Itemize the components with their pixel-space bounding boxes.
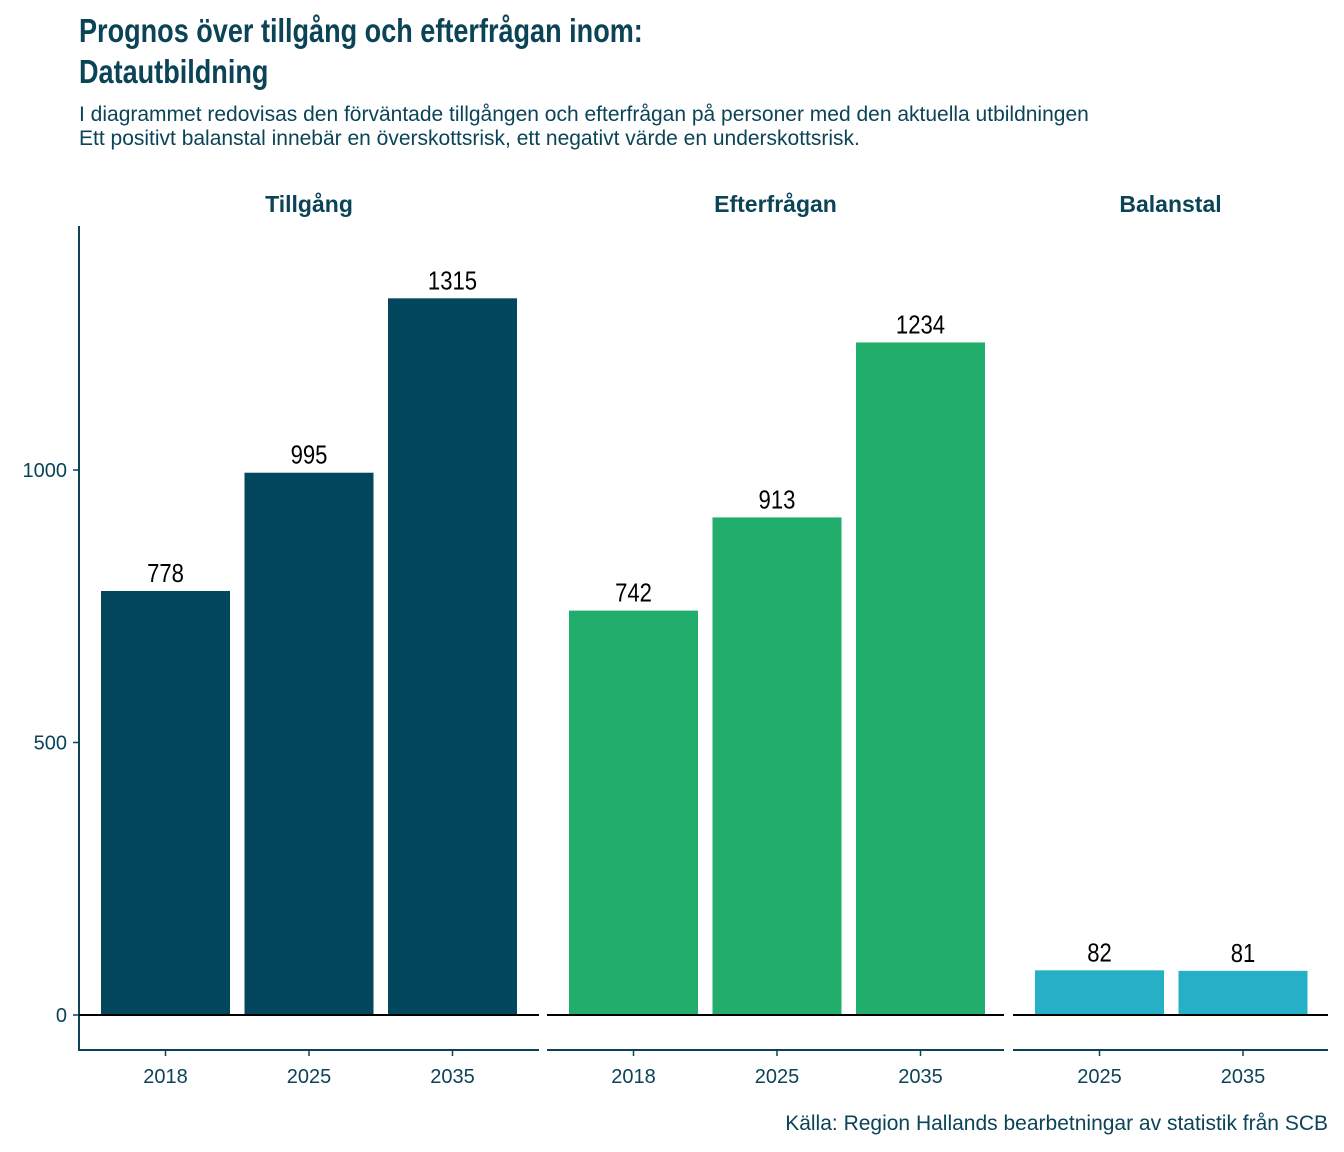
y-tick-label: 500 bbox=[34, 733, 67, 755]
bar-value-label: 1315 bbox=[428, 267, 477, 296]
bar bbox=[1178, 970, 1308, 1015]
bar-value-label: 81 bbox=[1231, 939, 1256, 968]
x-tick-label: 2035 bbox=[430, 1066, 475, 1088]
y-tick-label: 1000 bbox=[23, 460, 68, 482]
source-caption: Källa: Region Hallands bearbetningar av … bbox=[785, 1112, 1328, 1135]
title-line-1: Prognos över tillgång och efterfrågan in… bbox=[79, 12, 643, 49]
x-tick-label: 2035 bbox=[1221, 1066, 1266, 1088]
x-tick-label: 2025 bbox=[1077, 1066, 1122, 1088]
title-line-2: Datautbildning bbox=[79, 53, 269, 90]
panel-strip-label: Balanstal bbox=[1119, 191, 1221, 217]
bar-value-label: 913 bbox=[759, 486, 796, 515]
subtitle-line-2: Ett positivt balanstal innebär en översk… bbox=[79, 127, 860, 150]
chart-subtitle: I diagrammet redovisas den förväntade ti… bbox=[79, 103, 1089, 151]
bar-value-label: 995 bbox=[291, 441, 328, 470]
bar bbox=[244, 472, 374, 1016]
bar-value-label: 778 bbox=[147, 559, 184, 588]
bar bbox=[388, 298, 517, 1015]
y-tick-label: 0 bbox=[56, 1005, 67, 1027]
subtitle-line-1: I diagrammet redovisas den förväntade ti… bbox=[79, 103, 1089, 126]
x-tick-label: 2018 bbox=[143, 1066, 188, 1088]
x-tick-label: 2018 bbox=[611, 1066, 656, 1088]
x-tick-label: 2025 bbox=[755, 1066, 800, 1088]
bar bbox=[101, 590, 230, 1015]
x-tick-label: 2025 bbox=[287, 1066, 332, 1088]
x-tick-label: 2035 bbox=[898, 1066, 943, 1088]
bar bbox=[856, 342, 985, 1016]
chart-title: Prognos över tillgång och efterfrågan in… bbox=[79, 10, 643, 92]
bar bbox=[1035, 970, 1164, 1015]
bar bbox=[569, 610, 698, 1015]
bar-value-label: 1234 bbox=[896, 311, 945, 340]
panel-strip-label: Tillgång bbox=[265, 191, 353, 217]
bar-value-label: 82 bbox=[1087, 939, 1112, 968]
bar-value-label: 742 bbox=[615, 579, 652, 608]
bar bbox=[712, 517, 842, 1015]
panel-strip-label: Efterfrågan bbox=[714, 191, 837, 217]
